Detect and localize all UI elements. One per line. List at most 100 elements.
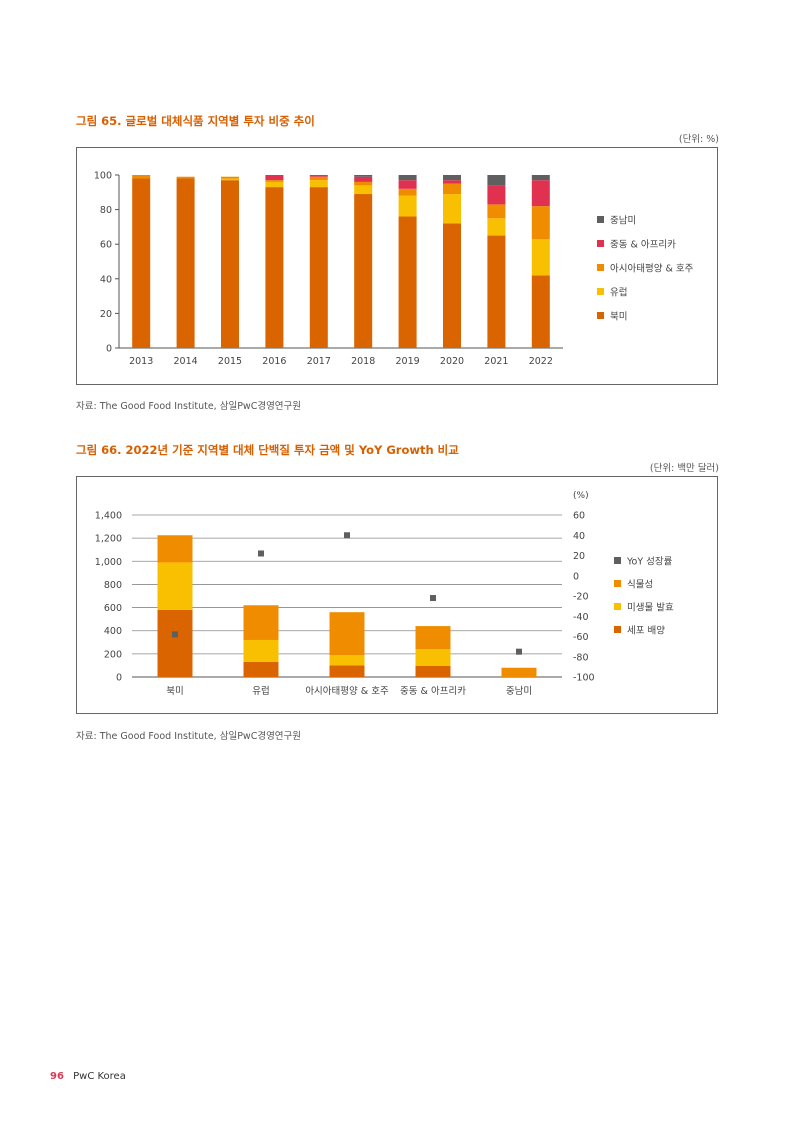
y2-tick-label: -20 xyxy=(573,592,589,603)
y-tick-label: 0 xyxy=(106,344,112,355)
y-tick-label: 40 xyxy=(100,274,112,285)
bar-segment xyxy=(531,275,550,348)
bar-segment xyxy=(443,175,461,181)
legend-swatch xyxy=(614,557,621,564)
legend-swatch xyxy=(597,216,604,223)
y-tick-label: 400 xyxy=(104,626,122,637)
figure-66-chart: 0 200 400 600 800 1,000 1,200 1,400 -100 -80 -60 -4… xyxy=(76,476,718,714)
bar-segment xyxy=(415,649,451,667)
page-number: 96 xyxy=(50,1071,64,1082)
bar-segment xyxy=(221,178,239,181)
x-tick-label: 2020 xyxy=(440,356,464,367)
bar-segment xyxy=(221,176,239,179)
bar-segment xyxy=(243,639,279,662)
x-tick-label: 2017 xyxy=(307,356,331,367)
figure-66-unit: (단위: 백만 달러) xyxy=(649,463,719,474)
bar-segment xyxy=(354,181,373,186)
figure-66-plot: 02004006008001,0001,2001,400-100-80-60-4… xyxy=(95,491,674,697)
bar-segment xyxy=(487,204,506,219)
y-tick-label: 800 xyxy=(104,580,122,591)
y2-tick-label: -40 xyxy=(573,612,589,623)
legend-label: 세포 배양 xyxy=(627,626,665,637)
bar-segment xyxy=(443,180,461,184)
y2-tick-label: 0 xyxy=(573,571,579,582)
y2-tick-label: 40 xyxy=(573,531,585,542)
legend-label: YoY 성장률 xyxy=(626,557,673,568)
bar-segment xyxy=(487,235,506,348)
bar-segment xyxy=(531,239,550,276)
y-tick-label: 60 xyxy=(100,240,112,251)
x-tick-label: 중남미 xyxy=(506,686,532,697)
bar-segment xyxy=(132,178,151,348)
y-tick-label: 1,000 xyxy=(95,557,122,568)
bar-segment xyxy=(398,216,417,348)
legend-swatch xyxy=(597,288,604,295)
bar-segment xyxy=(443,183,461,195)
bar-segment xyxy=(354,185,373,195)
y-tick-label: 0 xyxy=(116,673,122,684)
x-tick-label: 유럽 xyxy=(252,686,269,697)
bar-segment xyxy=(443,223,461,348)
legend-swatch xyxy=(597,240,604,247)
legend-label: 중동 & 아프리카 xyxy=(610,240,676,251)
bar-segment xyxy=(487,175,506,186)
bar-segment xyxy=(265,175,284,181)
legend-label: 중남미 xyxy=(610,216,636,227)
legend-label: 북미 xyxy=(610,312,627,323)
bar-segment xyxy=(354,176,373,182)
bar-segment xyxy=(221,180,239,348)
bar-segment xyxy=(398,180,417,189)
legend-swatch xyxy=(597,264,604,271)
bar-segment xyxy=(157,609,193,677)
legend-swatch xyxy=(614,580,621,587)
bar-segment xyxy=(265,187,284,348)
y2-tick-label: -80 xyxy=(573,652,589,663)
bar-segment xyxy=(443,194,461,224)
bar-segment xyxy=(329,655,365,666)
bar-segment xyxy=(398,188,417,196)
bar-segment xyxy=(157,562,193,610)
y2-axis-label: (%) xyxy=(573,491,589,501)
bar-segment xyxy=(176,178,195,348)
bar-segment xyxy=(132,175,151,179)
bar-segment xyxy=(309,175,328,177)
bar-segment xyxy=(398,175,417,181)
bar-segment xyxy=(487,185,506,205)
bar-segment xyxy=(329,612,365,656)
x-tick-label: 2022 xyxy=(529,356,553,367)
y-tick-label: 80 xyxy=(100,205,112,216)
bar-segment xyxy=(309,176,328,181)
bar-segment xyxy=(243,605,279,640)
x-tick-label: 2014 xyxy=(174,356,198,367)
bar-segment xyxy=(501,667,537,677)
bar-segment xyxy=(157,535,193,563)
figure-65-plot: 0 20 40 60 80 100 2013 2014 2015 2016 2017 2018 2019… xyxy=(94,171,694,368)
yoy-marker xyxy=(430,595,436,602)
bar-segment xyxy=(265,180,284,182)
bar-segment xyxy=(329,665,365,677)
figure-65-chart: 0 20 40 60 80 100 2013 2014 2015 2016 2017 2018 2019… xyxy=(76,147,718,385)
legend-label: 미생물 발효 xyxy=(627,603,674,614)
footer-brand: PwC Korea xyxy=(73,1071,126,1082)
bar-segment xyxy=(531,175,550,181)
figure-66-source: 자료: The Good Food Institute, 삼일PwC경영연구원 xyxy=(76,731,302,742)
bar-segment xyxy=(487,218,506,236)
y-tick-label: 20 xyxy=(100,309,112,320)
y2-tick-label: 20 xyxy=(573,551,585,562)
x-tick-label: 2019 xyxy=(396,356,420,367)
bar-segment xyxy=(531,180,550,207)
legend-swatch xyxy=(614,626,621,633)
yoy-marker xyxy=(258,550,264,557)
bar-segment xyxy=(265,181,284,188)
bar-segment xyxy=(243,661,279,677)
legend-swatch xyxy=(614,603,621,610)
y-tick-label: 1,400 xyxy=(95,511,122,522)
yoy-marker xyxy=(516,648,522,655)
legend-label: 식물성 xyxy=(627,580,653,591)
x-tick-label: 2016 xyxy=(262,356,286,367)
bar-segment xyxy=(354,175,373,177)
figure-65-title: 그림 65. 글로벌 대체식품 지역별 투자 비중 추이 xyxy=(76,114,315,128)
figure-65-unit: (단위: %) xyxy=(678,134,719,145)
y-tick-label: 1,200 xyxy=(95,534,122,545)
bar-segment xyxy=(415,666,451,677)
